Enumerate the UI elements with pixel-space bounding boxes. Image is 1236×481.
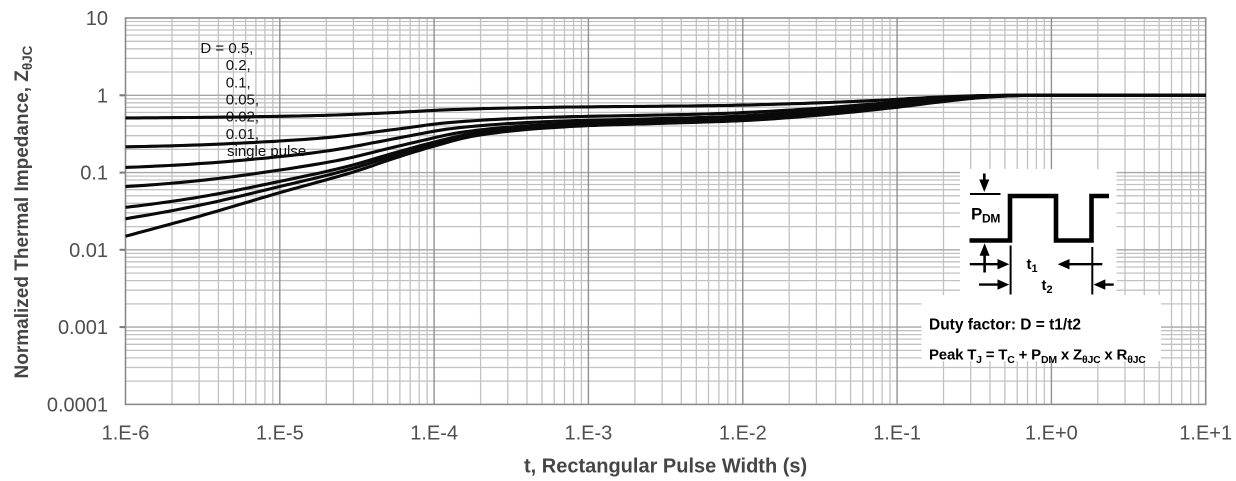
svg-text:1.E-1: 1.E-1: [873, 423, 921, 445]
svg-text:D = 0.5,: D = 0.5,: [200, 40, 253, 57]
svg-text:t1: t1: [1027, 256, 1038, 275]
svg-text:Normalized Thermal Impedance,: Normalized Thermal Impedance, ZθJC: [12, 45, 35, 378]
svg-text:0.001: 0.001: [58, 317, 108, 339]
svg-text:1.E-2: 1.E-2: [719, 423, 767, 445]
svg-text:0.1: 0.1: [80, 163, 108, 185]
svg-text:0.2,: 0.2,: [226, 57, 251, 74]
svg-text:1.E-5: 1.E-5: [256, 423, 304, 445]
svg-text:Peak TJ = TC + PDM x ZθJC x Rθ: Peak TJ = TC + PDM x ZθJC x RθJC: [929, 347, 1146, 367]
svg-text:1.E-4: 1.E-4: [410, 423, 458, 445]
svg-text:Duty factor: D = t1/t2: Duty factor: D = t1/t2: [929, 317, 1081, 334]
svg-text:0.0001: 0.0001: [47, 394, 108, 416]
svg-text:1.E-3: 1.E-3: [564, 423, 612, 445]
svg-text:t, Rectangular Pulse Width (s): t, Rectangular Pulse Width (s): [524, 456, 807, 478]
svg-text:0.1,: 0.1,: [226, 74, 251, 91]
svg-text:1: 1: [97, 85, 108, 107]
svg-text:0.05,: 0.05,: [226, 91, 259, 108]
svg-text:10: 10: [86, 8, 108, 30]
svg-text:1.E+0: 1.E+0: [1025, 423, 1078, 445]
svg-text:1.E-6: 1.E-6: [102, 423, 150, 445]
svg-text:0.01,: 0.01,: [226, 126, 259, 143]
svg-text:t2: t2: [1042, 277, 1053, 296]
svg-text:1.E+1: 1.E+1: [1179, 423, 1232, 445]
svg-text:0.01: 0.01: [69, 240, 108, 262]
